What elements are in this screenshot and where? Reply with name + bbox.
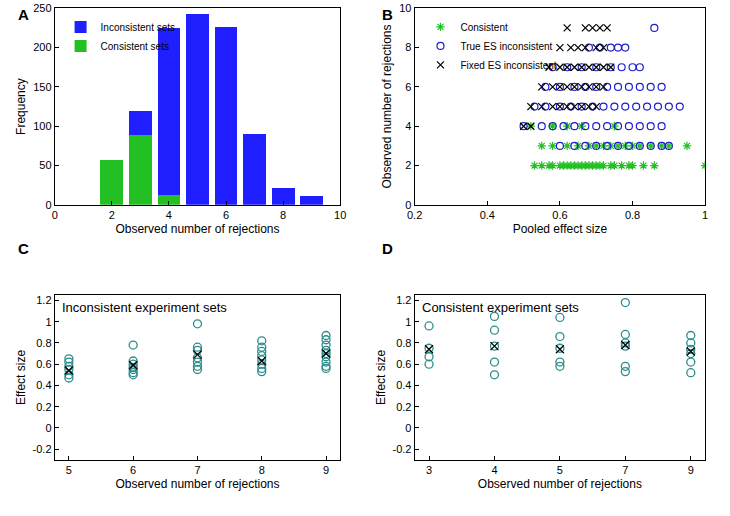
svg-text:0.8: 0.8 — [396, 337, 411, 349]
svg-text:0.2: 0.2 — [407, 209, 422, 221]
svg-text:9: 9 — [688, 464, 694, 476]
svg-text:6: 6 — [223, 209, 229, 221]
svg-text:0.6: 0.6 — [396, 358, 411, 370]
svg-text:Fixed ES inconsistent: Fixed ES inconsistent — [460, 60, 556, 71]
svg-text:Inconsistent experiment sets: Inconsistent experiment sets — [62, 300, 227, 315]
svg-text:3: 3 — [426, 464, 432, 476]
svg-text:8: 8 — [280, 209, 286, 221]
svg-text:4: 4 — [405, 120, 411, 132]
svg-text:Observed number of rejections: Observed number of rejections — [478, 477, 642, 491]
svg-text:8: 8 — [405, 41, 411, 53]
svg-text:Observed number of rejections: Observed number of rejections — [115, 222, 279, 236]
svg-text:0: 0 — [52, 209, 58, 221]
svg-text:200: 200 — [33, 41, 51, 53]
svg-text:6: 6 — [405, 81, 411, 93]
svg-text:1.2: 1.2 — [396, 294, 411, 306]
svg-text:Consistent: Consistent — [460, 22, 507, 33]
svg-text:0: 0 — [45, 199, 51, 211]
svg-text:1: 1 — [405, 316, 411, 328]
svg-text:0: 0 — [45, 422, 51, 434]
svg-text:1: 1 — [702, 209, 708, 221]
svg-text:0.4: 0.4 — [36, 379, 51, 391]
svg-text:True ES inconsistent: True ES inconsistent — [460, 41, 552, 52]
svg-text:10: 10 — [334, 209, 346, 221]
svg-text:0.8: 0.8 — [36, 337, 51, 349]
svg-text:150: 150 — [33, 81, 51, 93]
svg-text:2: 2 — [405, 159, 411, 171]
svg-text:-0.2: -0.2 — [392, 443, 411, 455]
svg-text:5: 5 — [557, 464, 563, 476]
svg-text:Consistent experiment sets: Consistent experiment sets — [422, 300, 579, 315]
svg-text:B: B — [382, 6, 393, 23]
svg-text:6: 6 — [130, 464, 136, 476]
svg-text:0.8: 0.8 — [625, 209, 640, 221]
svg-text:Effect size: Effect size — [14, 350, 28, 405]
svg-text:0.6: 0.6 — [552, 209, 567, 221]
svg-text:5: 5 — [66, 464, 72, 476]
svg-text:4: 4 — [491, 464, 497, 476]
svg-text:8: 8 — [259, 464, 265, 476]
svg-text:Frequency: Frequency — [14, 78, 28, 135]
svg-text:Effect size: Effect size — [374, 350, 388, 405]
svg-text:10: 10 — [399, 2, 411, 14]
svg-text:7: 7 — [622, 464, 628, 476]
svg-text:1: 1 — [45, 316, 51, 328]
svg-text:A: A — [18, 6, 29, 23]
svg-text:0.4: 0.4 — [396, 379, 411, 391]
svg-text:Pooled effect size: Pooled effect size — [513, 222, 608, 236]
svg-text:4: 4 — [166, 209, 172, 221]
svg-text:0.2: 0.2 — [36, 401, 51, 413]
svg-text:2: 2 — [109, 209, 115, 221]
svg-text:-0.2: -0.2 — [33, 443, 52, 455]
svg-text:1.2: 1.2 — [36, 294, 51, 306]
svg-text:9: 9 — [323, 464, 329, 476]
svg-text:Inconsistent sets: Inconsistent sets — [101, 22, 175, 33]
svg-text:0.2: 0.2 — [396, 401, 411, 413]
svg-text:C: C — [18, 240, 29, 257]
svg-text:0.4: 0.4 — [480, 209, 495, 221]
svg-text:100: 100 — [33, 120, 51, 132]
svg-text:D: D — [382, 240, 393, 257]
svg-text:Observed number of rejections: Observed number of rejections — [380, 25, 394, 189]
svg-text:50: 50 — [39, 159, 51, 171]
svg-text:0.6: 0.6 — [36, 358, 51, 370]
svg-text:250: 250 — [33, 2, 51, 14]
svg-text:0: 0 — [405, 422, 411, 434]
svg-text:Observed number of rejections: Observed number of rejections — [115, 477, 279, 491]
svg-text:0: 0 — [405, 199, 411, 211]
svg-text:7: 7 — [194, 464, 200, 476]
svg-text:Consistent sets: Consistent sets — [101, 41, 169, 52]
